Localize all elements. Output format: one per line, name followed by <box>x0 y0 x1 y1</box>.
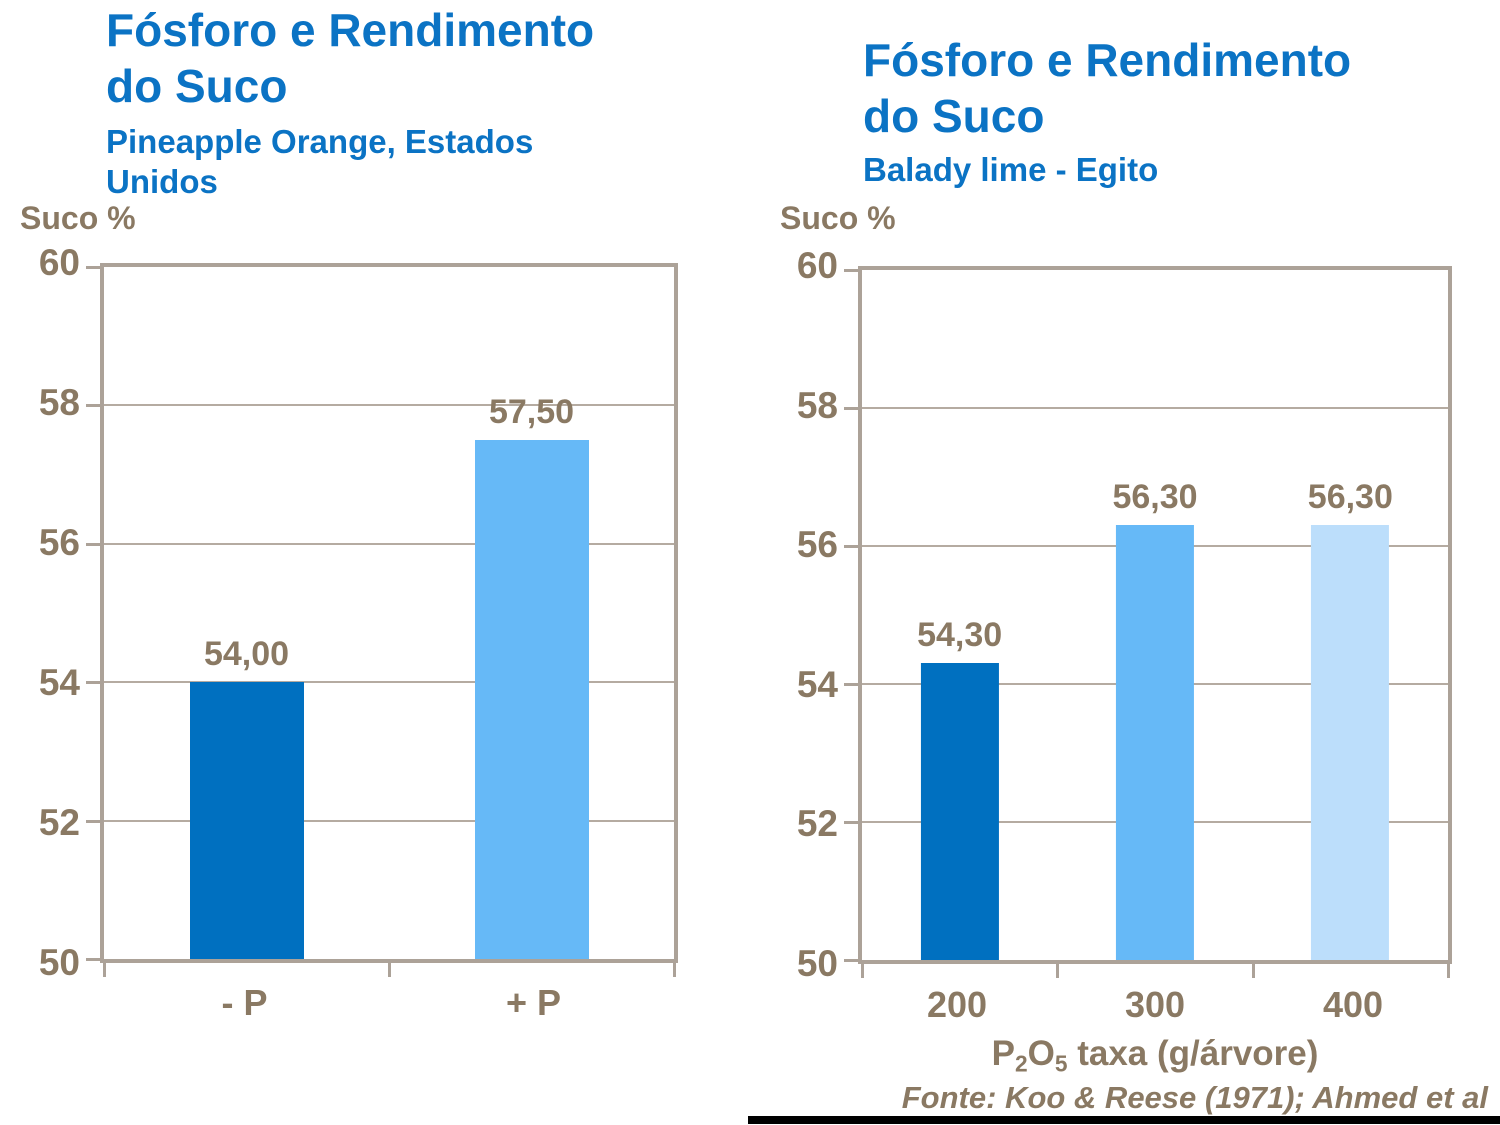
x-tick-label: 300 <box>1124 984 1186 1025</box>
bar-400 <box>1311 525 1390 960</box>
y-axis-tick <box>844 407 858 410</box>
y-axis-tick <box>844 821 858 824</box>
y-tick-label: 56 <box>38 522 80 563</box>
x-axis-tick <box>1447 964 1450 978</box>
source-note: Fonte: Koo & Reese (1971); Ahmed et al <box>901 1080 1488 1115</box>
left-chart-title-line2: do Suco <box>106 60 288 112</box>
y-axis-tick <box>86 542 100 546</box>
y-tick-label: 50 <box>38 942 80 983</box>
y-tick-label: 58 <box>796 384 838 426</box>
y-tick-label: 50 <box>796 943 838 984</box>
y-tick-label: 56 <box>796 524 838 566</box>
bar-300 <box>1115 525 1195 960</box>
y-tick-label: 60 <box>38 242 80 283</box>
x-axis-title-sub2: 2 <box>1014 1050 1028 1077</box>
y-axis-tick <box>86 404 100 408</box>
y-axis-tick <box>844 959 858 962</box>
right-x-tick-labels: 200 300 400 <box>858 984 1452 1028</box>
x-axis-tick <box>103 963 106 977</box>
x-axis-title-p: P <box>991 1034 1015 1073</box>
bar-value-label: 56,30 <box>1112 478 1198 517</box>
right-chart-subtitle-line1: Balady lime - Egito <box>863 151 1159 188</box>
x-axis-title-o: O <box>1027 1034 1055 1073</box>
x-tick-label: 400 <box>1322 984 1384 1025</box>
y-tick-label: 58 <box>38 382 80 423</box>
y-tick-label: 54 <box>38 662 80 703</box>
x-axis-tick <box>673 963 676 977</box>
y-tick-label: 52 <box>38 802 80 843</box>
right-chart-title-block: Fósforo e Rendimento do Suco Balady lime… <box>863 32 1351 190</box>
gridline <box>104 404 674 407</box>
gridline <box>862 407 1448 409</box>
x-axis-tick <box>861 964 864 978</box>
right-x-axis-title: P2O5 taxa (g/árvore) <box>858 1034 1452 1077</box>
y-axis-tick <box>86 819 100 823</box>
left-chart-subtitle-line2: Unidos <box>106 163 218 200</box>
right-chart-title-line1: Fósforo e Rendimento <box>863 34 1352 86</box>
x-axis-title-rest: taxa (g/árvore) <box>1067 1034 1319 1073</box>
x-tick-label: - P <box>221 982 268 1023</box>
left-x-tick-labels: - P + P <box>100 982 678 1026</box>
bar-value-label: 56,30 <box>1307 478 1393 517</box>
gridline <box>104 542 674 545</box>
bar-value-label: 57,50 <box>488 393 575 431</box>
gridline <box>104 681 674 684</box>
x-axis-tick <box>1056 964 1060 978</box>
bar-+P <box>474 440 589 959</box>
left-chart-subtitle-line1: Pineapple Orange, Estados <box>106 123 534 160</box>
right-chart-title-line2: do Suco <box>863 90 1045 142</box>
y-axis-tick <box>86 958 100 961</box>
y-tick-label: 60 <box>796 245 838 286</box>
left-y-axis-caption: Suco % <box>20 200 136 236</box>
right-y-axis-caption: Suco % <box>780 200 896 236</box>
left-chart-title-line1: Fósforo e Rendimento <box>106 4 595 56</box>
x-tick-label: 200 <box>926 984 988 1025</box>
y-tick-label: 52 <box>796 803 838 845</box>
right-y-tick-labels: 60 58 56 54 52 50 <box>758 245 838 984</box>
y-axis-tick <box>844 683 858 686</box>
bar--P <box>189 682 304 959</box>
bar-200 <box>920 663 999 960</box>
bar-value-label: 54,00 <box>203 635 290 674</box>
y-axis-tick <box>86 266 100 269</box>
y-tick-label: 54 <box>796 663 838 705</box>
x-axis-title-sub5: 5 <box>1054 1050 1068 1077</box>
y-axis-tick <box>844 269 858 272</box>
bar-value-label: 54,30 <box>917 616 1003 655</box>
left-y-tick-labels: 60 58 56 54 52 50 <box>0 242 80 983</box>
right-plot-area: 54,30 56,30 56,30 <box>844 266 1452 978</box>
y-axis-tick <box>86 681 100 685</box>
y-axis-tick <box>844 545 858 548</box>
bottom-divider-rule <box>748 1116 1500 1124</box>
gridline <box>104 819 674 822</box>
x-axis-tick <box>1251 964 1255 978</box>
x-axis-tick <box>388 963 391 977</box>
x-tick-label: + P <box>505 982 562 1023</box>
left-plot-area: 54,00 57,50 <box>86 263 678 977</box>
left-chart-title-block: Fósforo e Rendimento do Suco Pineapple O… <box>106 2 594 202</box>
